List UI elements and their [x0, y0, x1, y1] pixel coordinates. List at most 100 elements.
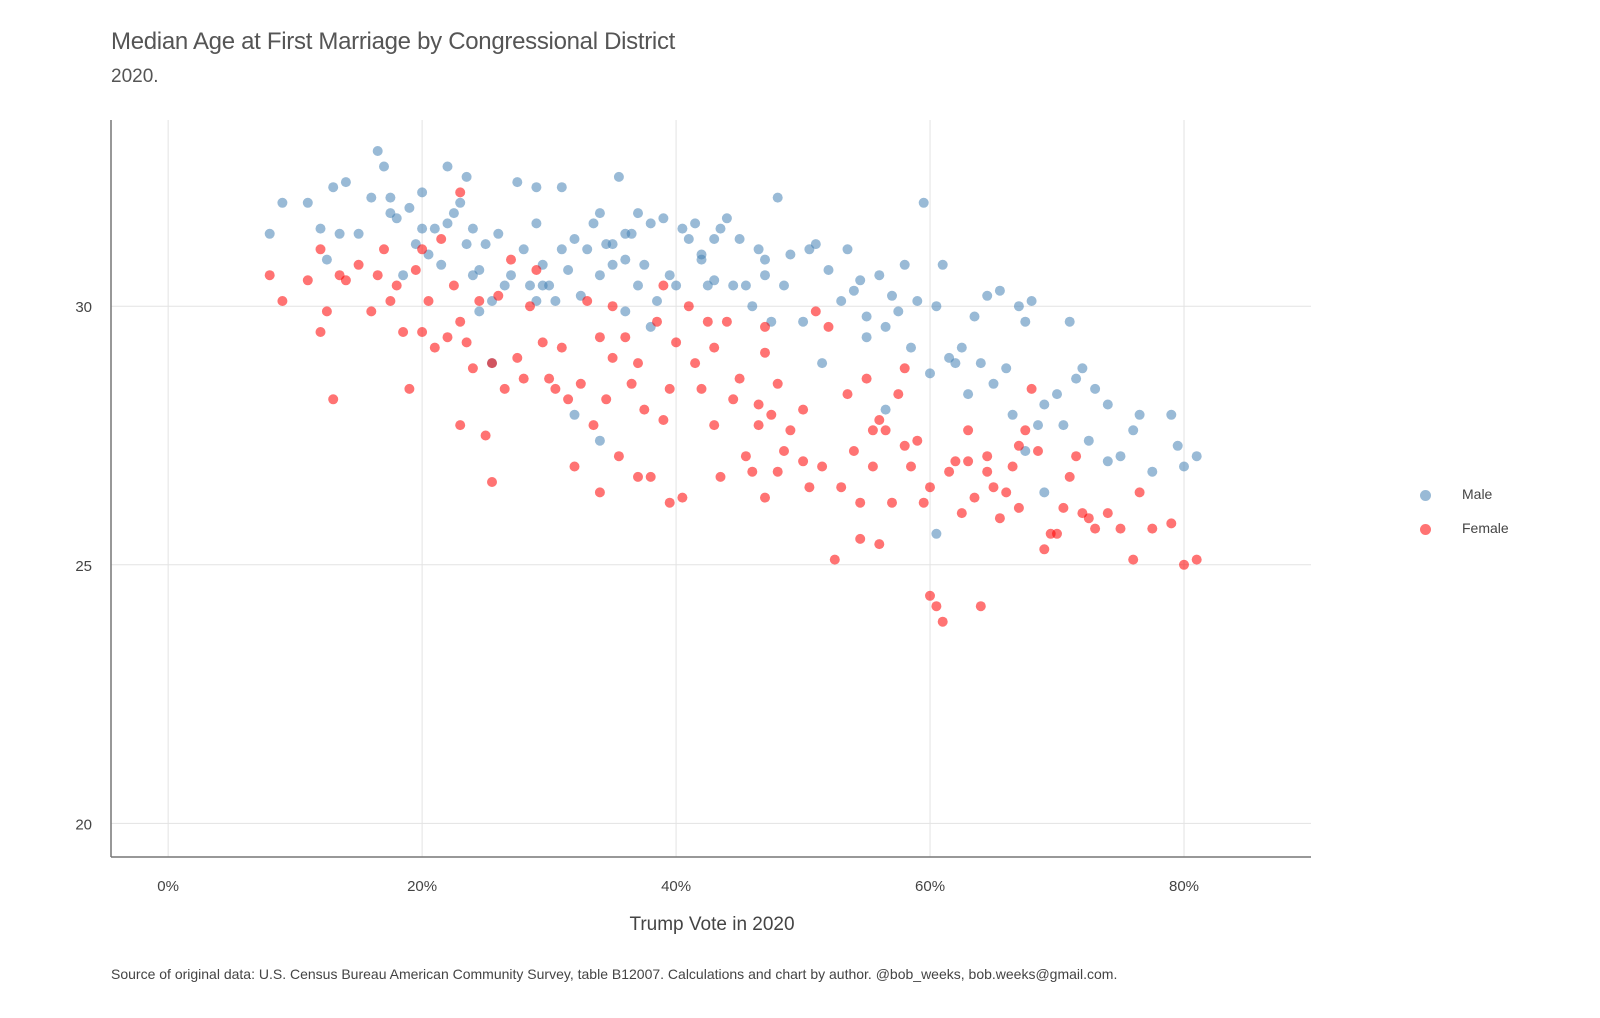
data-point-female — [836, 482, 847, 493]
data-point-male — [353, 228, 364, 239]
data-point-female — [925, 482, 935, 493]
data-point-male — [480, 239, 491, 250]
data-point-male — [544, 280, 555, 291]
data-point-male — [461, 239, 472, 250]
data-point-female — [544, 373, 555, 384]
data-point-female — [664, 497, 675, 508]
data-point-male — [861, 311, 872, 322]
data-point-male — [1071, 373, 1082, 384]
data-point-male — [925, 368, 935, 379]
data-point-female — [1058, 502, 1069, 513]
data-point-female — [874, 539, 885, 550]
data-point-female — [753, 399, 764, 410]
data-point-female — [658, 280, 669, 291]
data-point-female — [391, 280, 402, 291]
data-point-female — [855, 497, 866, 508]
data-point-male — [690, 218, 701, 229]
data-point-female — [810, 306, 821, 317]
data-point-female — [1134, 487, 1145, 498]
data-point-male — [664, 270, 675, 281]
data-point-female — [455, 420, 466, 431]
data-point-female — [963, 425, 974, 436]
data-point-female — [728, 394, 739, 405]
data-point-male — [563, 265, 574, 275]
data-point-female — [861, 373, 872, 384]
data-point-male — [391, 213, 402, 224]
data-point-female — [963, 456, 974, 467]
legend-marker-female — [1420, 524, 1431, 535]
data-point-female — [721, 316, 732, 327]
data-point-female — [867, 425, 878, 436]
data-point-female — [417, 327, 428, 337]
data-point-female — [1166, 518, 1177, 529]
data-point-male — [956, 342, 967, 353]
y-tick-label: 30 — [75, 299, 92, 316]
data-point-female — [315, 244, 326, 255]
data-point-male — [861, 332, 872, 343]
data-point-female — [696, 383, 707, 394]
data-point-male — [1134, 409, 1145, 420]
data-point-male — [994, 285, 1005, 296]
data-point-male — [366, 192, 377, 203]
data-point-male — [1001, 363, 1012, 374]
data-point-female — [899, 440, 910, 451]
data-point-female — [982, 451, 993, 462]
data-point-female — [798, 456, 809, 467]
data-point-male — [810, 239, 821, 250]
data-point-female — [785, 425, 796, 436]
data-point-female — [321, 306, 332, 317]
data-point-female — [302, 275, 313, 286]
data-point-male — [658, 213, 669, 224]
data-point-male — [753, 244, 764, 255]
data-point-female — [461, 337, 472, 348]
data-point-male — [264, 228, 275, 239]
data-point-male — [969, 311, 980, 322]
data-point-female — [1052, 528, 1062, 539]
data-point-female — [766, 409, 777, 420]
data-point-female — [829, 554, 840, 565]
data-point-female — [956, 508, 967, 519]
data-point-male — [1191, 451, 1202, 462]
data-point-female — [880, 425, 891, 436]
data-point-male — [817, 358, 828, 369]
data-point-male — [931, 301, 942, 312]
axes-layer: 0% 20% 40% 60% 80% 20 25 30 — [75, 120, 1311, 895]
data-point-male — [798, 316, 809, 327]
data-point-female — [639, 404, 650, 415]
data-point-male — [620, 254, 631, 265]
data-point-female — [404, 383, 415, 394]
data-point-female — [1013, 502, 1024, 513]
data-point-female — [1026, 383, 1037, 394]
data-point-female — [1033, 446, 1043, 456]
data-point-female — [633, 471, 643, 482]
data-point-female — [487, 477, 497, 487]
data-point-male — [848, 285, 859, 296]
data-point-female — [1001, 487, 1012, 498]
data-point-female — [607, 301, 618, 312]
data-point-female — [1039, 544, 1050, 555]
data-point-male — [709, 234, 720, 244]
data-point-female — [1071, 451, 1082, 462]
data-point-female — [493, 290, 504, 301]
data-point-female — [709, 342, 720, 353]
data-point-female — [626, 378, 637, 389]
data-point-female — [760, 321, 770, 332]
data-point-male — [340, 177, 351, 188]
data-point-female — [569, 461, 580, 472]
data-point-male — [594, 270, 605, 281]
data-point-female — [671, 337, 682, 348]
data-point-male — [1090, 383, 1101, 394]
data-point-male — [639, 259, 650, 270]
data-point-female — [867, 461, 878, 472]
data-point-male — [912, 296, 923, 306]
data-point-female — [480, 430, 491, 441]
data-point-male — [1026, 296, 1037, 306]
data-point-male — [277, 197, 288, 208]
data-point-female — [944, 466, 955, 477]
data-point-male — [594, 208, 605, 219]
data-point-male — [937, 259, 948, 270]
data-point-male — [975, 358, 986, 369]
data-point-female — [372, 270, 383, 281]
data-point-female — [277, 296, 288, 306]
data-point-female — [379, 244, 389, 255]
